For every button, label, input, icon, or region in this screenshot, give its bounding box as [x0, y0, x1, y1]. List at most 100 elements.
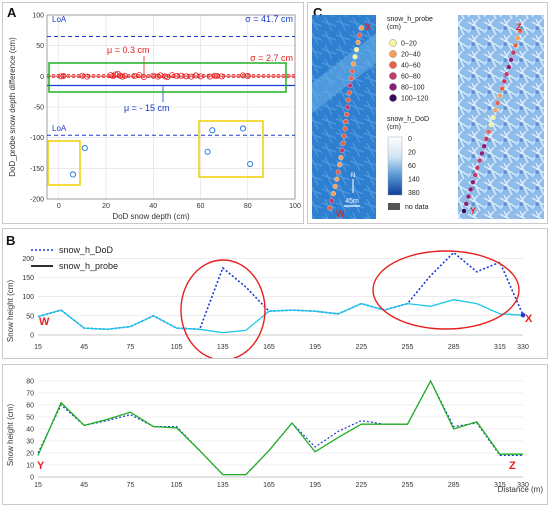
x-tick-label: 75	[126, 344, 134, 351]
outlier-point	[247, 160, 254, 168]
probe-point	[461, 208, 467, 214]
x-tick-label: 165	[263, 344, 275, 351]
panel-b-frame	[2, 228, 548, 359]
north-arrow: N	[351, 173, 355, 193]
outlier-point	[209, 127, 216, 134]
probe-point	[488, 122, 494, 128]
probe-point	[330, 191, 337, 197]
line-chart-w-x: 0 50 100 150 200 15 45 75 105 135 165 195 225 255 285 3…	[6, 245, 533, 358]
map-label-w: W	[336, 209, 345, 219]
inlier-point	[169, 72, 176, 79]
probe-legend-title: snow_h_probe (cm)	[387, 16, 435, 31]
probe-point	[468, 186, 474, 192]
probe-legend-label: 40−60	[401, 63, 421, 70]
map-label-z: Z	[516, 22, 522, 32]
series-line-snow_h_probe	[37, 379, 523, 476]
y-tick-label: 80	[26, 379, 34, 386]
x-tick-label: 80	[244, 203, 252, 210]
x-tick-label: 105	[171, 344, 183, 351]
dod-legend-title: snow_h_DoD (cm)	[387, 116, 431, 131]
y-tick-label: -200	[30, 197, 44, 204]
probe-point	[349, 68, 355, 74]
probe-point	[474, 165, 480, 171]
x-tick-label: 225	[355, 344, 367, 351]
plot-border	[46, 14, 296, 200]
x-axis-label: Distance (m)	[498, 485, 544, 494]
outlier-point	[81, 145, 88, 152]
x-tick-label: 255	[402, 344, 414, 351]
x-tick-label: 15	[34, 344, 42, 351]
probe-point	[506, 64, 512, 70]
panel-a-letter: A	[7, 5, 17, 20]
series-line-snow_h_probe	[37, 299, 524, 334]
probe-point	[465, 194, 472, 200]
loa-upper-label: LoA	[52, 15, 67, 24]
y-tick-label: 40	[26, 427, 34, 434]
probe-point	[358, 25, 364, 31]
probe-point	[343, 119, 349, 125]
probe-legend-label: 20−40	[401, 52, 421, 59]
map-label-y: Y	[470, 206, 476, 216]
probe-point	[352, 54, 358, 60]
inlier-point	[162, 73, 169, 80]
probe-point	[340, 140, 346, 146]
y-tick-label: 100	[22, 294, 34, 301]
x-tick-label: 15	[34, 482, 42, 489]
y-axis-label: Snow height (cm)	[6, 404, 15, 467]
y-tick-label: 70	[26, 391, 34, 398]
x-tick-label: 60	[197, 203, 205, 210]
map-right-raster	[458, 15, 544, 219]
probe-point	[517, 28, 523, 34]
x-tick-label: 285	[448, 344, 460, 351]
dod-tick-label: 380	[408, 190, 420, 197]
x-tick-label: 165	[263, 482, 275, 489]
x-tick-label: 285	[448, 482, 460, 489]
highlight-ellipse-2	[372, 250, 520, 330]
end-label-z: Z	[509, 460, 516, 472]
probe-legend-label: 0−20	[401, 41, 417, 48]
dod-tick-label: 0	[408, 136, 412, 143]
end-label-w: W	[39, 316, 50, 328]
probe-point	[472, 172, 478, 178]
map-label-x: X	[365, 22, 371, 32]
y-tick-label: -50	[34, 105, 44, 112]
probe-point	[348, 75, 354, 81]
x-axis-label: DoD snow depth (cm)	[112, 212, 190, 221]
probe-point	[477, 158, 483, 164]
legend-label-dod: snow_h_DoD	[59, 245, 114, 255]
x-tick-label: 195	[309, 482, 321, 489]
inlier-point	[214, 73, 221, 80]
inlier-point	[244, 73, 251, 80]
probe-point	[463, 201, 469, 207]
outlier-point	[239, 125, 247, 132]
probe-legend-swatch	[389, 83, 397, 91]
outlier-box-right	[198, 120, 264, 178]
x-tick-label: 0	[57, 203, 61, 210]
panel-b-bottom-frame	[2, 364, 548, 505]
x-tick-label: 105	[171, 482, 183, 489]
y-tick-label: 20	[26, 451, 34, 458]
end-label-y: Y	[37, 460, 45, 472]
probe-legend-swatch	[389, 94, 397, 102]
probe-point	[332, 183, 338, 189]
probe-point	[351, 61, 357, 67]
inlier-point	[84, 73, 91, 80]
mu-all-label: μ = - 15 cm	[124, 103, 169, 113]
probe-legend-swatch	[389, 72, 397, 80]
probe-point	[479, 150, 485, 156]
map-left-ridge	[312, 33, 376, 113]
dod-tick-label: 60	[408, 163, 416, 170]
inlier-point	[197, 73, 204, 80]
line-chart-y-z: 0 10 20 30 40 50 60 70 80 15 45 75 105 135 165 195 225 25…	[6, 379, 544, 495]
x-tick-label: 330	[517, 482, 529, 489]
series-line-snow_h_DoD	[37, 379, 523, 476]
y-tick-label: 0	[40, 74, 44, 81]
probe-point	[483, 136, 489, 142]
x-tick-label: 100	[289, 203, 301, 210]
probe-point	[355, 39, 361, 45]
dod-tick-label: 20	[408, 150, 416, 157]
probe-point	[512, 42, 519, 48]
inlier-box	[48, 62, 287, 93]
scale-bar-label: 45m	[345, 198, 359, 205]
inlier-point	[178, 72, 185, 79]
